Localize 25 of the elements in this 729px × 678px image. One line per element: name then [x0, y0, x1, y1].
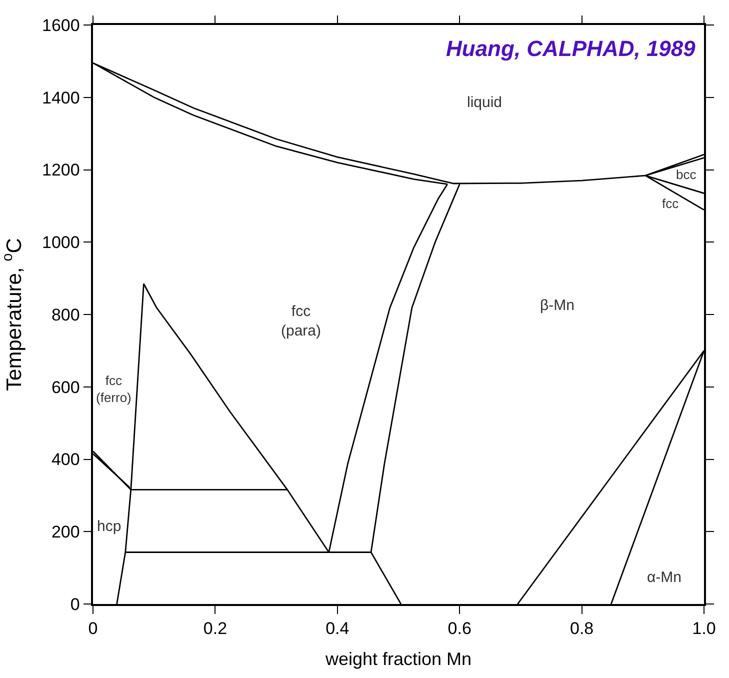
y-tick-label: 1600 [42, 16, 80, 35]
y-tick-label: 800 [51, 305, 80, 324]
x-tick-label: 0.2 [203, 619, 228, 638]
y-tick-label: 1000 [42, 233, 80, 252]
y-tick-label: 1200 [42, 160, 80, 180]
y-tick-label: 0 [70, 594, 80, 614]
annotation: α-Mn [647, 569, 682, 586]
annotation: fcc (para) [281, 303, 322, 340]
annotation: Huang, CALPHAD, 1989 [446, 36, 696, 61]
annotation: β-Mn [540, 297, 574, 314]
y-tick-label: 600 [51, 378, 80, 397]
x-axis-title: weight fraction Mn [324, 648, 472, 669]
y-tick-label: 1400 [42, 88, 80, 108]
x-tick-label: 1.0 [692, 619, 716, 638]
x-tick-label: 0.4 [326, 619, 350, 638]
y-tick-label: 200 [51, 522, 80, 542]
annotation: bcc [676, 167, 697, 182]
annotation: fcc (ferro) [96, 373, 132, 405]
x-tick-label: 0 [88, 619, 98, 638]
x-tick-label: 0.8 [570, 619, 594, 638]
annotation: hcp [97, 518, 122, 535]
annotation: fcc [662, 196, 680, 211]
y-tick-label: 400 [51, 450, 80, 470]
x-tick-label: 0.6 [448, 619, 472, 638]
annotation: liquid [467, 94, 502, 111]
